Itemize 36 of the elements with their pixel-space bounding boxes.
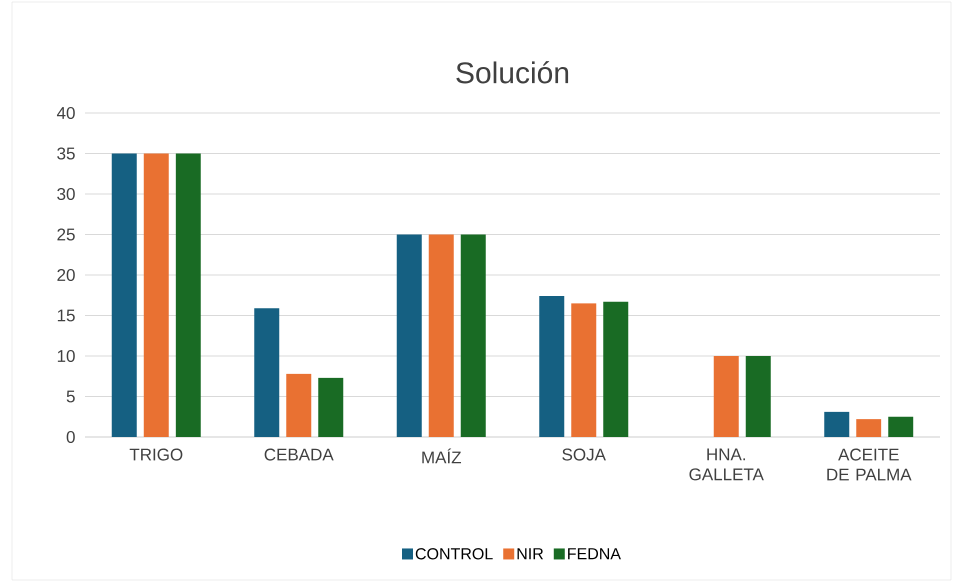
x-tick-label: MAÍZ (422, 448, 462, 464)
y-tick-label: 25 (57, 228, 75, 241)
bar (856, 419, 882, 437)
bar (428, 234, 454, 437)
legend-label: FEDNA (568, 548, 621, 560)
bar (460, 234, 486, 437)
x-tick-label: ACEITE DE PALMA (827, 448, 912, 480)
y-tick-label: 20 (57, 268, 75, 282)
legend-label: NIR (518, 548, 544, 560)
bar (176, 154, 201, 437)
bar (318, 378, 344, 437)
bar (571, 303, 596, 437)
bar (286, 374, 312, 437)
y-tick-label: 5 (66, 390, 75, 402)
y-tick-label: 30 (57, 188, 75, 200)
x-tick-label: CEBADA (264, 448, 334, 461)
y-tick-label: 10 (58, 350, 75, 362)
bar (824, 412, 850, 437)
bar (396, 234, 422, 437)
bar (746, 356, 771, 437)
y-tick-label: 15 (58, 310, 75, 322)
bar (603, 302, 628, 437)
bar (888, 416, 914, 437)
y-tick-label: 0 (66, 430, 75, 444)
chart-title: Solución (456, 61, 568, 84)
x-tick-label: TRIGO (130, 448, 182, 461)
x-tick-label: HNA. GALLETA (689, 448, 764, 480)
bar (144, 154, 169, 437)
legend-label: CONTROL (416, 548, 493, 560)
bar (254, 308, 280, 437)
y-tick-label: 40 (56, 106, 75, 120)
y-tick-label: 35 (57, 147, 75, 160)
bar (714, 356, 739, 437)
x-tick-label: SOJA (562, 448, 606, 461)
bar (112, 154, 137, 437)
bar (539, 296, 564, 437)
